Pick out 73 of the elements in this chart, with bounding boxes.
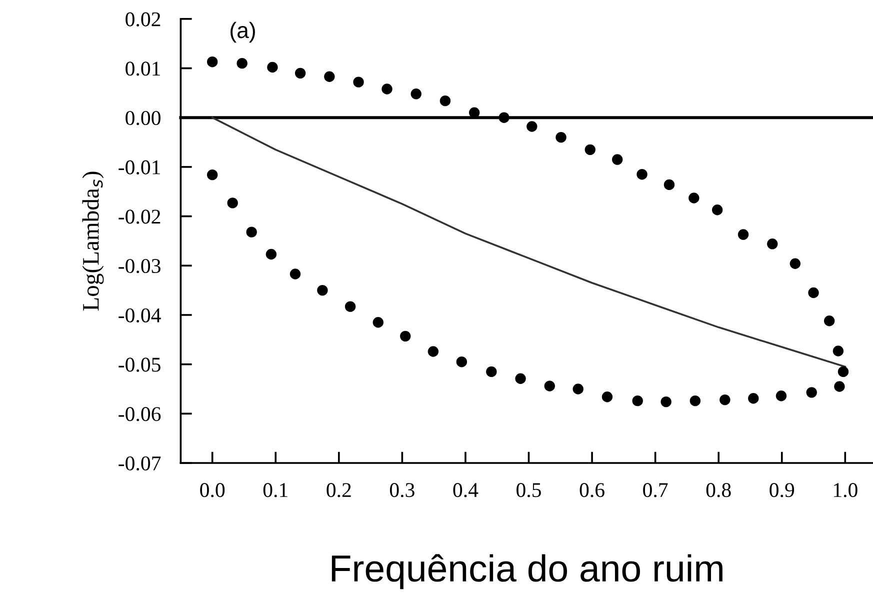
point [790, 258, 801, 269]
point [602, 392, 613, 402]
point [440, 95, 451, 106]
point [267, 62, 278, 73]
x-tick-label: 1.0 [834, 483, 858, 498]
point [207, 56, 218, 68]
x-tick-label: 0.1 [263, 483, 288, 498]
y-tick-label: 0.01 [126, 62, 160, 76]
point [832, 346, 844, 356]
point [824, 316, 835, 326]
point [688, 192, 700, 204]
point [236, 58, 248, 69]
point [400, 330, 411, 342]
x-tick-label: 0.5 [516, 483, 541, 498]
point [486, 366, 497, 378]
y-tick-label: -0.04 [118, 308, 161, 322]
point [767, 238, 778, 250]
point [317, 284, 328, 296]
point [690, 395, 701, 406]
y-tick-label: -0.07 [118, 456, 161, 471]
point [572, 384, 584, 394]
y-tick-label: -0.01 [118, 160, 160, 174]
point [344, 301, 356, 312]
point [382, 84, 392, 94]
point [720, 394, 730, 406]
x-tick-label: 0.2 [326, 483, 351, 498]
point [660, 396, 672, 408]
point [834, 381, 845, 392]
point [636, 168, 648, 180]
y-tick-label: -0.05 [118, 358, 160, 372]
x-tick-label: 0.7 [643, 483, 668, 498]
y-tick-label: -0.03 [118, 258, 160, 274]
y-tick-label: -0.02 [118, 210, 160, 224]
point [584, 144, 596, 156]
x-tick-label: 0.4 [453, 483, 478, 498]
point [290, 268, 301, 280]
point [808, 287, 819, 298]
x-tick-label: 0.3 [390, 483, 414, 498]
point [372, 317, 384, 328]
point [738, 229, 749, 240]
point [294, 68, 306, 79]
point [664, 179, 675, 190]
point [526, 121, 538, 132]
point [838, 366, 849, 378]
y-tick-label: 0.00 [126, 110, 160, 126]
point [324, 71, 335, 82]
point [632, 395, 643, 406]
point [266, 248, 277, 260]
x-tick-label: 0.9 [770, 483, 794, 498]
point [410, 88, 422, 100]
x-tick-label: 0.8 [706, 483, 731, 498]
y-tick-label: 0.02 [126, 12, 160, 26]
point [246, 226, 257, 238]
point [612, 154, 623, 165]
point [227, 198, 238, 208]
x-axis-title: Frequência do ano ruim [332, 554, 722, 590]
point [498, 112, 510, 123]
point [544, 380, 555, 392]
point [456, 356, 468, 368]
y-tick-label: -0.06 [118, 407, 161, 422]
x-tick-label: 0.0 [200, 483, 225, 498]
point [353, 76, 364, 88]
point [556, 132, 566, 143]
point [712, 204, 723, 216]
y-axis-title: Log(Lambda$_{s}$) [82, 172, 104, 311]
x-tick-label: 0.6 [580, 483, 604, 498]
point [515, 373, 526, 384]
point [806, 387, 817, 398]
point [428, 346, 439, 357]
annotation: (a) [230, 22, 255, 43]
point [207, 169, 218, 180]
point [748, 393, 759, 404]
point [776, 390, 787, 402]
